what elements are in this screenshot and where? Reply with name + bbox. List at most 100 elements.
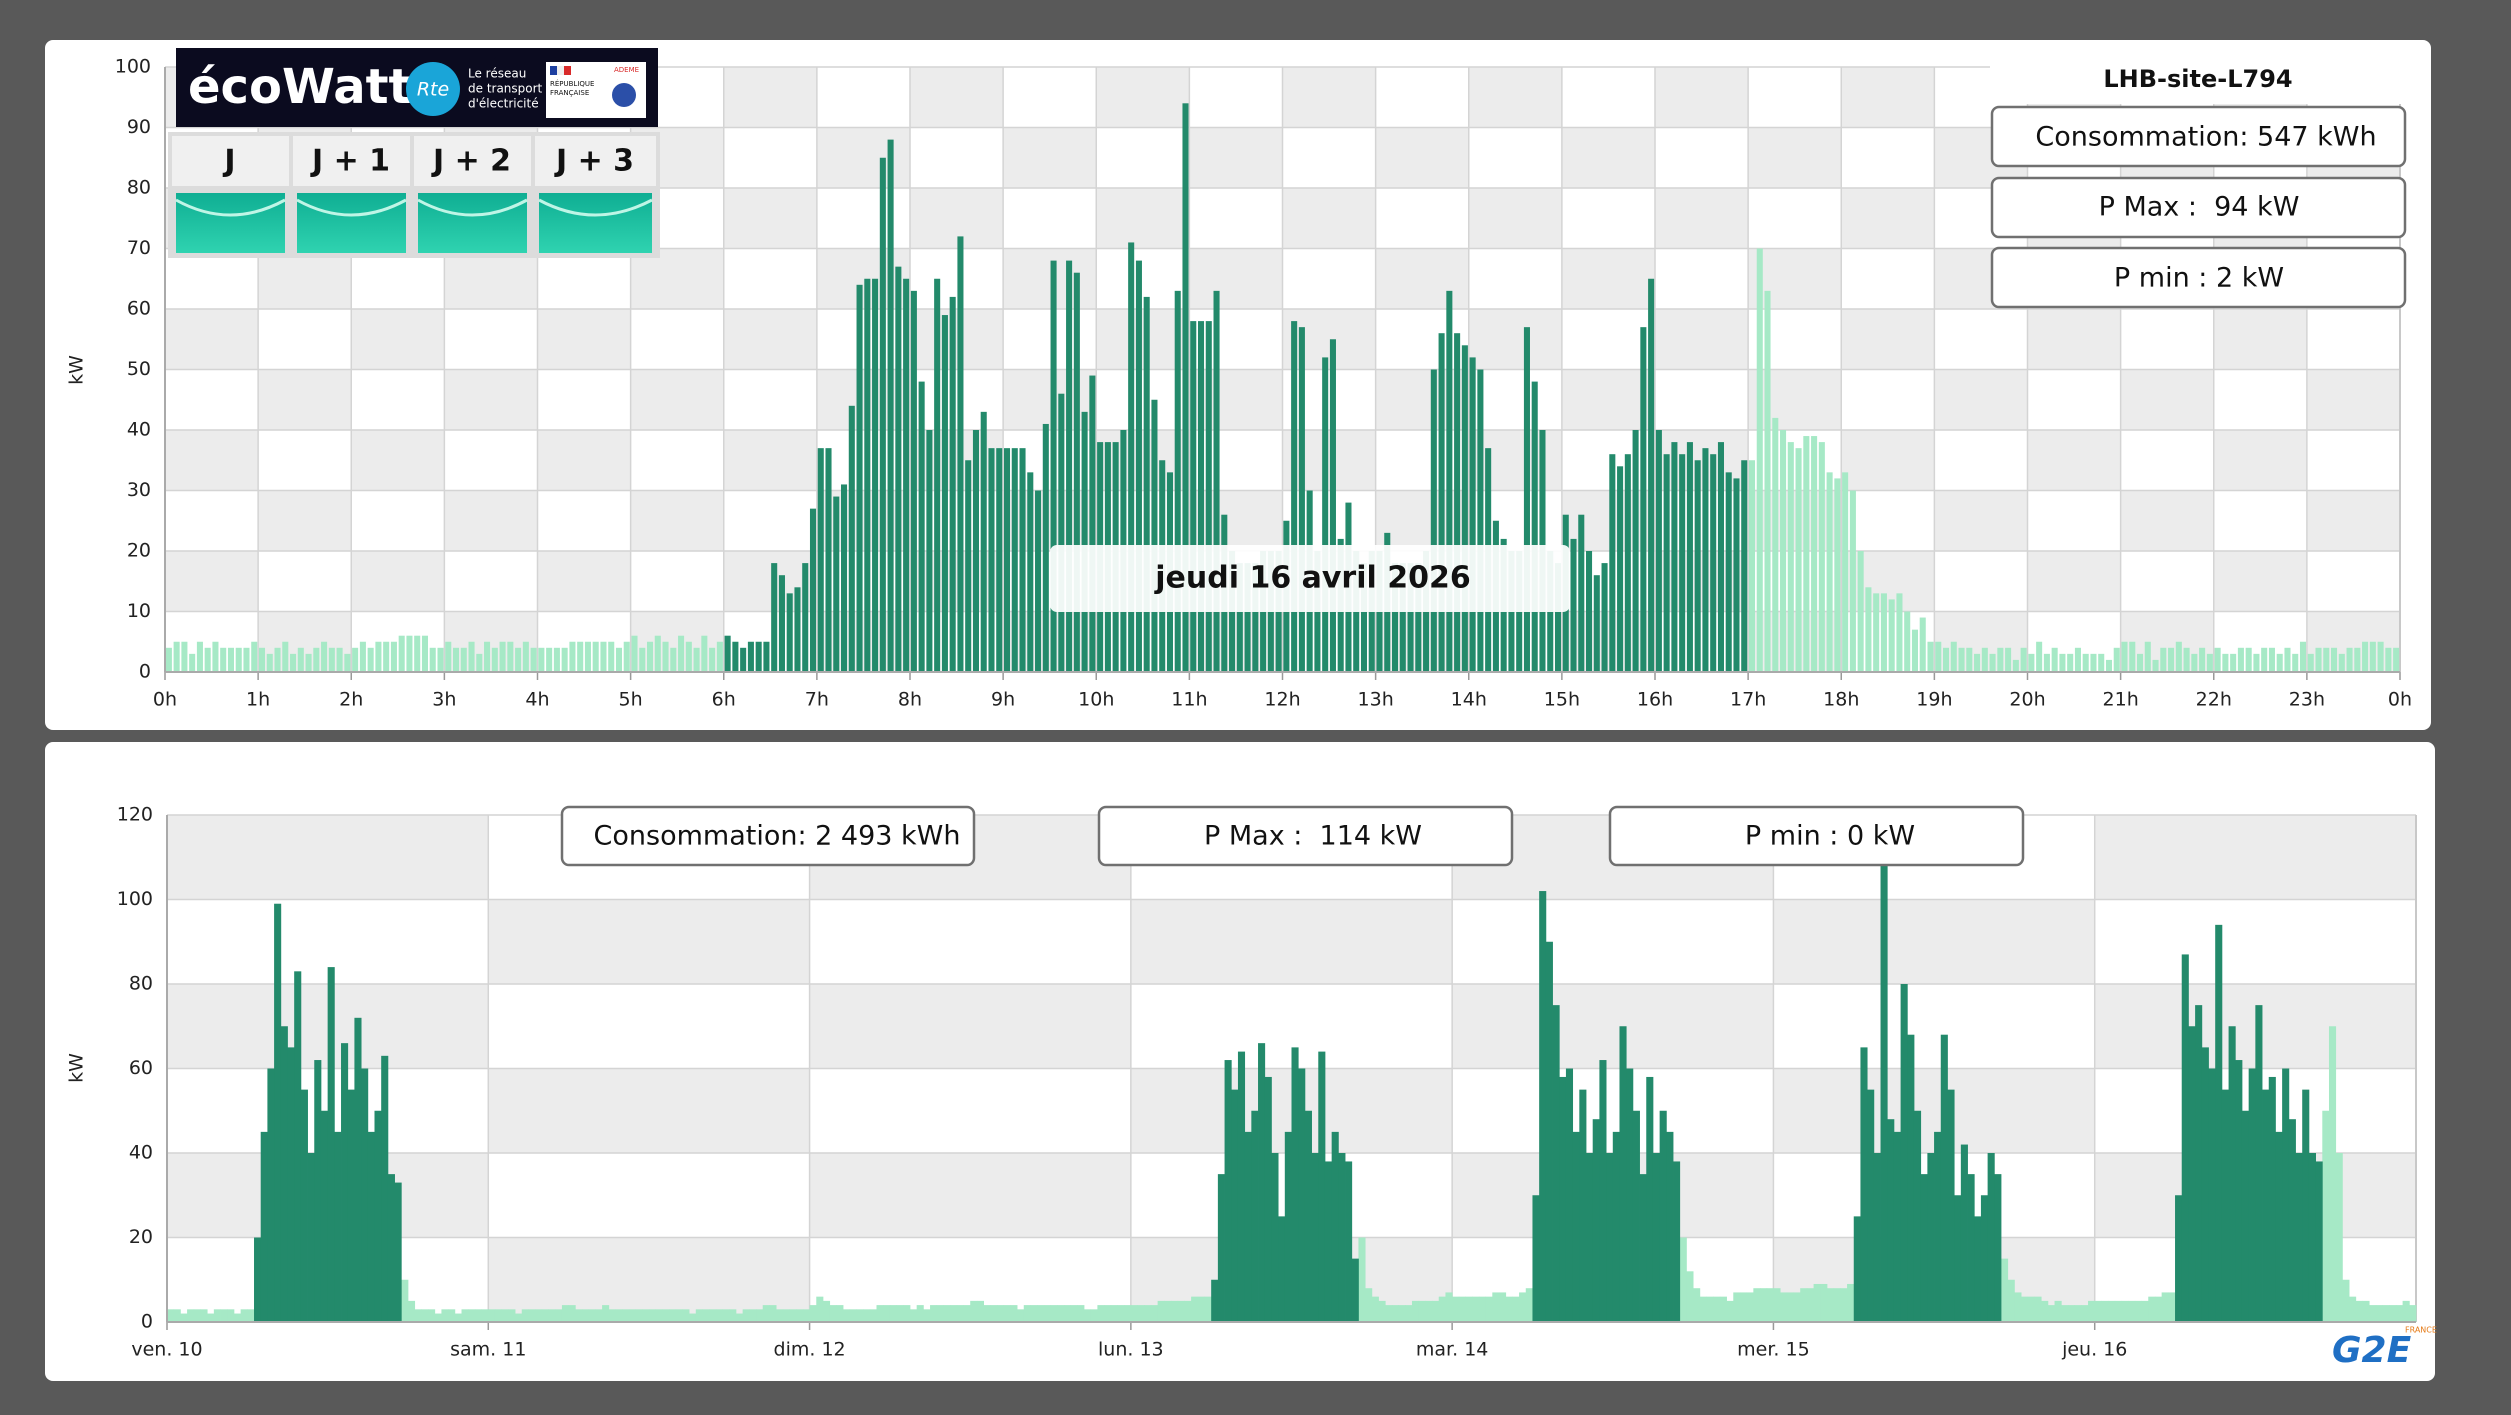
bar <box>1756 248 1763 672</box>
bar <box>2067 1305 2076 1322</box>
bar <box>1967 1174 1975 1322</box>
bar <box>1552 1005 1560 1322</box>
bar <box>771 563 778 672</box>
bar <box>1632 430 1639 672</box>
info-text: P min : 0 kW <box>1745 821 1915 852</box>
bar <box>1010 1305 1018 1322</box>
bar <box>825 448 832 672</box>
bar <box>2237 647 2244 672</box>
bar <box>227 647 234 672</box>
bar <box>1037 1305 1045 1322</box>
bar <box>1686 442 1693 672</box>
grid-cell <box>630 248 724 309</box>
bar <box>1847 1283 1855 1322</box>
bar <box>1144 1305 1152 1322</box>
bar <box>829 1305 837 1322</box>
bar <box>1725 472 1732 672</box>
day-button[interactable]: J <box>172 136 289 253</box>
bar <box>515 647 522 672</box>
bar <box>755 641 762 672</box>
bar <box>957 236 964 672</box>
bar <box>709 1309 717 1322</box>
grid-cell <box>723 309 817 370</box>
bar <box>769 1305 777 1322</box>
bar <box>802 1309 810 1322</box>
bar <box>1418 1300 1426 1322</box>
bar <box>1904 611 1911 672</box>
bar <box>1671 442 1678 672</box>
info-text: P Max : 94 kW <box>2099 192 2300 223</box>
grid-cell <box>1282 309 1376 370</box>
y-tick-label: 100 <box>117 888 153 910</box>
bar <box>2377 641 2384 672</box>
bar <box>1360 563 1368 672</box>
bar <box>212 641 219 672</box>
bar <box>1833 1288 1841 1322</box>
grid-cell <box>1841 188 1935 249</box>
bar <box>243 647 250 672</box>
bar <box>980 411 987 672</box>
grid-cell <box>1375 369 1469 430</box>
day-button[interactable]: J + 2 <box>414 136 531 253</box>
bar <box>1578 514 1585 672</box>
bar <box>778 575 785 672</box>
x-tick-label: 13h <box>1358 689 1394 711</box>
bar <box>2302 1089 2310 1322</box>
bar <box>2389 1305 2397 1322</box>
bar <box>2051 647 2058 672</box>
bar <box>2114 1300 2122 1322</box>
bar <box>468 641 475 672</box>
bar <box>1679 1237 1687 1322</box>
bar <box>602 1305 610 1322</box>
grid-cell <box>910 430 1004 491</box>
bar <box>1003 1305 1011 1322</box>
bar <box>2175 641 2182 672</box>
grid-cell <box>2213 551 2307 612</box>
bar <box>2121 1300 2129 1322</box>
bar <box>1291 321 1298 672</box>
bar <box>949 296 956 672</box>
bar <box>522 641 529 672</box>
bar <box>2014 1292 2022 1322</box>
day-button[interactable]: J + 1 <box>293 136 410 253</box>
grid-cell <box>351 551 445 612</box>
bar <box>833 496 840 672</box>
bar <box>1733 1292 1741 1322</box>
bar <box>2275 1131 2283 1322</box>
bar <box>429 647 436 672</box>
y-tick-label: 50 <box>127 358 151 380</box>
y-tick-label: 0 <box>139 661 151 683</box>
bar <box>1592 1119 1600 1322</box>
day-button[interactable]: J + 3 <box>535 136 656 253</box>
bar <box>2020 647 2027 672</box>
bar <box>802 563 809 672</box>
bar <box>461 1309 469 1322</box>
grid-cell <box>351 309 445 370</box>
bar <box>2074 1305 2082 1322</box>
bar <box>220 647 227 672</box>
bar <box>1324 1161 1333 1322</box>
bar <box>1244 1131 1252 1322</box>
bar <box>843 1309 851 1322</box>
grid-cell <box>2027 430 2121 491</box>
bar <box>1640 327 1647 672</box>
bar <box>2067 653 2074 672</box>
bar <box>1184 1300 1192 1322</box>
x-tick-label: dim. 12 <box>774 1339 846 1361</box>
bar <box>963 1305 971 1322</box>
bar <box>983 1305 991 1322</box>
y-tick-label: 100 <box>115 56 151 78</box>
bar <box>381 1055 389 1322</box>
bar <box>251 641 258 672</box>
bar <box>936 1305 944 1322</box>
bar <box>588 1309 596 1322</box>
republique-text: FRANÇAISE <box>550 89 589 97</box>
bar <box>1042 423 1049 672</box>
bar <box>2129 641 2136 672</box>
bar <box>1205 321 1212 672</box>
bar <box>2021 1296 2029 1322</box>
bar <box>2161 1292 2169 1322</box>
bar <box>2188 1026 2196 1322</box>
bar <box>1893 1131 1902 1322</box>
bar <box>976 1300 985 1322</box>
